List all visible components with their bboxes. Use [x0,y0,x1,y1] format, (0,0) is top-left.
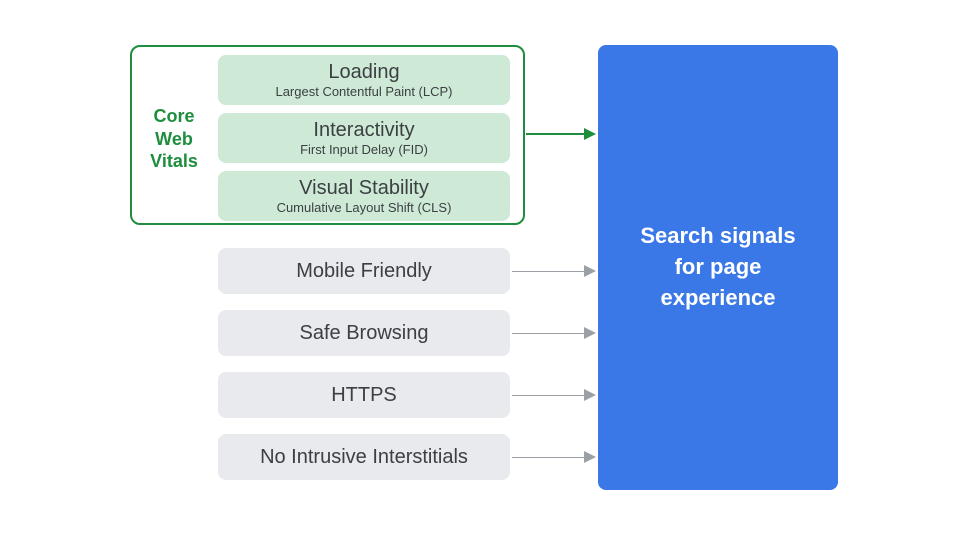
core-web-vitals-label: CoreWebVitals [140,105,208,173]
arrow-line [512,457,585,458]
arrow-line [526,133,585,135]
arrow-head-icon [584,265,596,277]
arrow-line [512,271,585,272]
arrow-head-icon [584,389,596,401]
arrow-head-icon [584,451,596,463]
arrow-line [512,395,585,396]
arrow-head-icon [584,327,596,339]
arrow-head-icon [584,128,596,140]
cwv-metric-subtitle: First Input Delay (FID) [300,142,428,157]
signal-box: Safe Browsing [218,310,510,356]
cwv-metric-title: Loading [328,61,399,84]
cwv-metric-subtitle: Cumulative Layout Shift (CLS) [277,200,452,215]
cwv-metric: LoadingLargest Contentful Paint (LCP) [218,55,510,105]
signal-box: No Intrusive Interstitials [218,434,510,480]
result-box: Search signalsfor pageexperience [598,45,838,490]
cwv-metric: Visual StabilityCumulative Layout Shift … [218,171,510,221]
cwv-metric-subtitle: Largest Contentful Paint (LCP) [275,84,452,99]
signal-box: HTTPS [218,372,510,418]
cwv-metric-title: Interactivity [313,119,414,142]
cwv-metric-title: Visual Stability [299,177,429,200]
cwv-metric: InteractivityFirst Input Delay (FID) [218,113,510,163]
arrow-line [512,333,585,334]
signal-box: Mobile Friendly [218,248,510,294]
